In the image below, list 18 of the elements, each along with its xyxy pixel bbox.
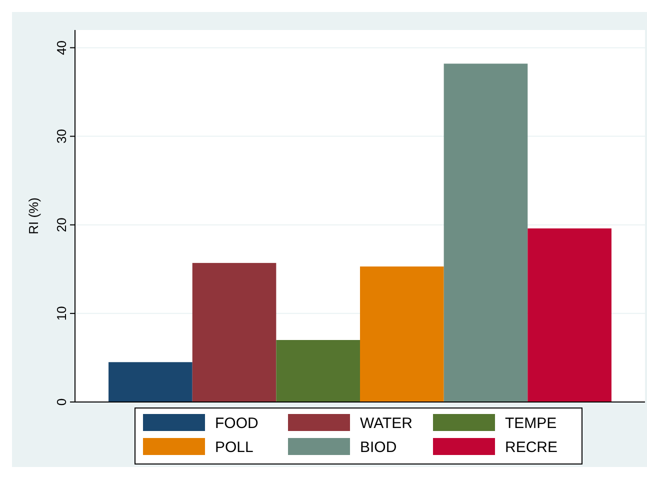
- bar: [108, 362, 192, 402]
- y-tick-label: 0: [54, 398, 69, 406]
- bar: [444, 64, 528, 402]
- legend-label: BIOD: [360, 439, 397, 456]
- legend-label: TEMPE: [505, 415, 557, 432]
- bar: [192, 262, 276, 402]
- bar: [528, 228, 612, 402]
- legend-label: RECRE: [505, 439, 558, 456]
- y-tick-label: 10: [54, 306, 69, 321]
- y-tick-label: 20: [54, 218, 69, 232]
- legend-label: POLL: [215, 439, 254, 456]
- legend-label: WATER: [360, 415, 413, 432]
- y-tick-label: 30: [54, 129, 69, 144]
- y-axis-title: RI (%): [26, 198, 41, 234]
- y-tick-label: 40: [54, 40, 69, 55]
- bar: [276, 340, 360, 402]
- legend-label: FOOD: [215, 415, 258, 432]
- bar: [360, 266, 444, 402]
